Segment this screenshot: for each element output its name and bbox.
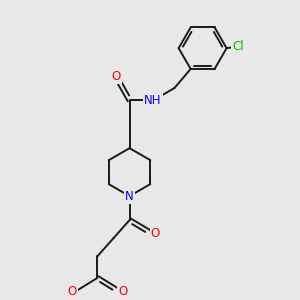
Text: O: O bbox=[112, 70, 121, 83]
Text: O: O bbox=[151, 227, 160, 240]
Text: N: N bbox=[125, 190, 134, 202]
Text: O: O bbox=[118, 285, 127, 298]
Text: Cl: Cl bbox=[232, 40, 244, 53]
Text: NH: NH bbox=[144, 94, 162, 107]
Text: O: O bbox=[68, 285, 77, 298]
